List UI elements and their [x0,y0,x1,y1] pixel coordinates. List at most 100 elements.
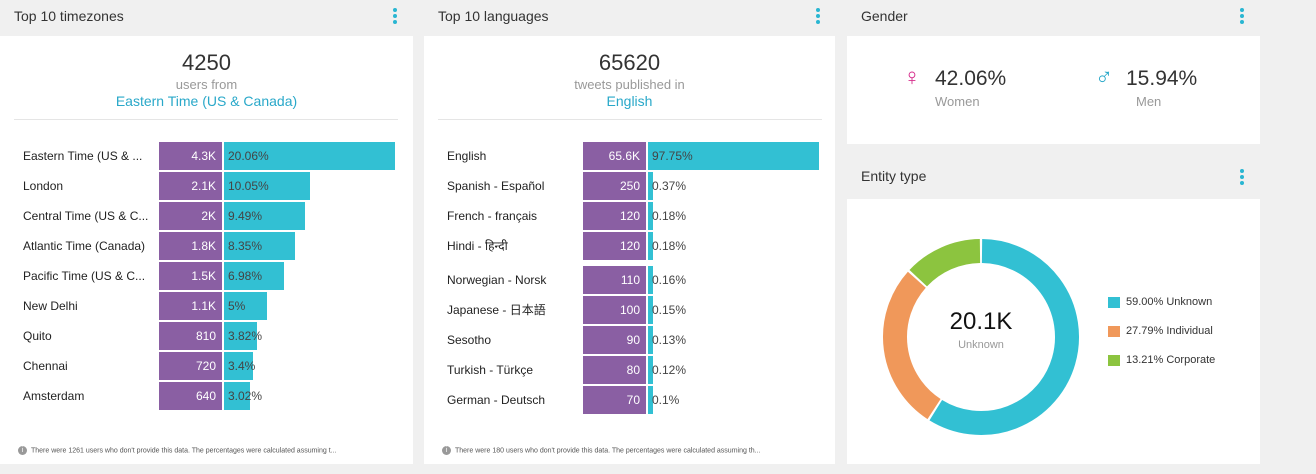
row-count: 640 [159,382,222,410]
timezones-footnote-text: There were 1261 users who don't provide … [31,447,337,455]
row-bar [648,172,653,200]
timezones-divider [14,119,398,120]
row-count: 90 [583,326,646,354]
row-bar [648,326,653,354]
timezones-highlight[interactable]: Eastern Time (US & Canada) [115,93,298,109]
table-row: New Delhi 1.1K 5% [0,292,411,320]
row-bar [224,232,296,260]
legend-swatch [1108,354,1120,366]
row-count: 1.1K [159,292,222,320]
legend-item[interactable]: 13.21% Corporate [1108,353,1215,367]
timezones-subtitle: users from [175,77,238,92]
table-row: German - Deutsch 70 0.1% [424,386,835,414]
row-percent: 10.05% [228,179,269,193]
row-count: 720 [159,352,222,380]
row-percent: 8.35% [228,239,263,253]
table-row: Hindi - हिन्दी 120 0.18% [424,232,835,260]
row-count: 120 [583,202,646,230]
legend-item[interactable]: 59.00% Unknown [1108,295,1212,309]
languages-panel: Top 10 languages 65620 tweets published … [424,0,835,464]
gender-title: Gender [861,8,908,24]
table-row: Atlantic Time (Canada) 1.8K 8.35% [0,232,411,260]
row-percent: 5% [228,299,246,313]
table-row: Pacific Time (US & C... 1.5K 6.98% [0,262,411,290]
row-count: 100 [583,296,646,324]
languages-footnote-text: There were 180 users who don't provide t… [455,447,761,455]
row-count: 70 [583,386,646,414]
row-percent: 0.12% [652,363,687,377]
languages-subtitle: tweets published in [574,77,685,92]
row-bar [648,356,653,384]
row-count: 1.8K [159,232,222,260]
timezones-menu-icon[interactable] [390,8,400,28]
row-label: London [23,179,64,193]
table-row: Chennai 720 3.4% [0,352,411,380]
row-bar [224,322,257,350]
entity-menu-icon[interactable] [1237,169,1247,189]
row-percent: 0.16% [652,273,687,287]
languages-header: Top 10 languages [424,0,835,36]
row-bar [648,232,653,260]
gender-header: Gender [847,0,1260,36]
languages-divider [438,119,822,120]
row-label: French - français [447,209,538,223]
row-label: Turkish - Türkçe [447,363,534,377]
row-label: Pacific Time (US & C... [23,269,146,283]
info-icon: i [442,446,451,455]
legend-swatch [1108,325,1120,337]
timezones-header: Top 10 timezones [0,0,413,36]
languages-menu-icon[interactable] [813,8,823,28]
row-bar [224,262,284,290]
women-percent: 42.06% [935,67,1007,90]
table-row: Sesotho 90 0.13% [424,326,835,354]
row-percent: 3.82% [228,329,263,343]
legend-label: 59.00% Unknown [1126,296,1213,308]
row-label: English [447,149,487,163]
row-label: Quito [23,329,52,343]
languages-highlight[interactable]: English [606,93,653,109]
row-label: German - Deutsch [447,393,546,407]
row-label: Chennai [23,359,68,373]
row-percent: 0.15% [652,303,687,317]
row-bar [224,142,395,170]
row-percent: 9.49% [228,209,263,223]
languages-title: Top 10 languages [438,8,549,24]
row-percent: 0.1% [652,393,680,407]
legend-label: 27.79% Individual [1126,325,1213,337]
table-row: London 2.1K 10.05% [0,172,411,200]
entity-panel: Entity type [847,155,1260,464]
row-label: Amsterdam [23,389,85,403]
row-label: Norwegian - Norsk [447,273,547,287]
row-bar [224,202,305,230]
row-percent: 0.18% [652,209,687,223]
women-label: Women [935,94,980,109]
row-bar [648,386,653,414]
languages-total: 65620 [598,50,661,75]
legend-label: 13.21% Corporate [1126,354,1216,366]
gender-menu-icon[interactable] [1237,8,1247,28]
table-row: Central Time (US & C... 2K 9.49% [0,202,411,230]
row-percent: 20.06% [228,149,269,163]
row-bar [224,172,310,200]
row-label: Central Time (US & C... [23,209,149,223]
men-label: Men [1136,94,1162,109]
info-icon: i [18,446,27,455]
row-label: New Delhi [23,299,78,313]
row-percent: 6.98% [228,269,263,283]
row-count: 2.1K [159,172,222,200]
row-percent: 3.4% [228,359,256,373]
languages-footnote: i There were 180 users who don't provide … [442,446,761,455]
table-row: Spanish - Español 250 0.37% [424,172,835,200]
row-bar [224,352,253,380]
row-percent: 97.75% [652,149,693,163]
table-row: Japanese - 日本語 100 0.15% [424,296,835,324]
row-bar [648,142,819,170]
timezones-title: Top 10 timezones [14,8,124,24]
row-count: 80 [583,356,646,384]
entity-title: Entity type [861,168,927,184]
row-bar [224,292,267,320]
legend-item[interactable]: 27.79% Individual [1108,324,1213,338]
table-row: English 65.6K 97.75% [424,142,835,170]
men-percent: 15.94% [1126,67,1198,90]
row-label: Spanish - Español [447,179,545,193]
